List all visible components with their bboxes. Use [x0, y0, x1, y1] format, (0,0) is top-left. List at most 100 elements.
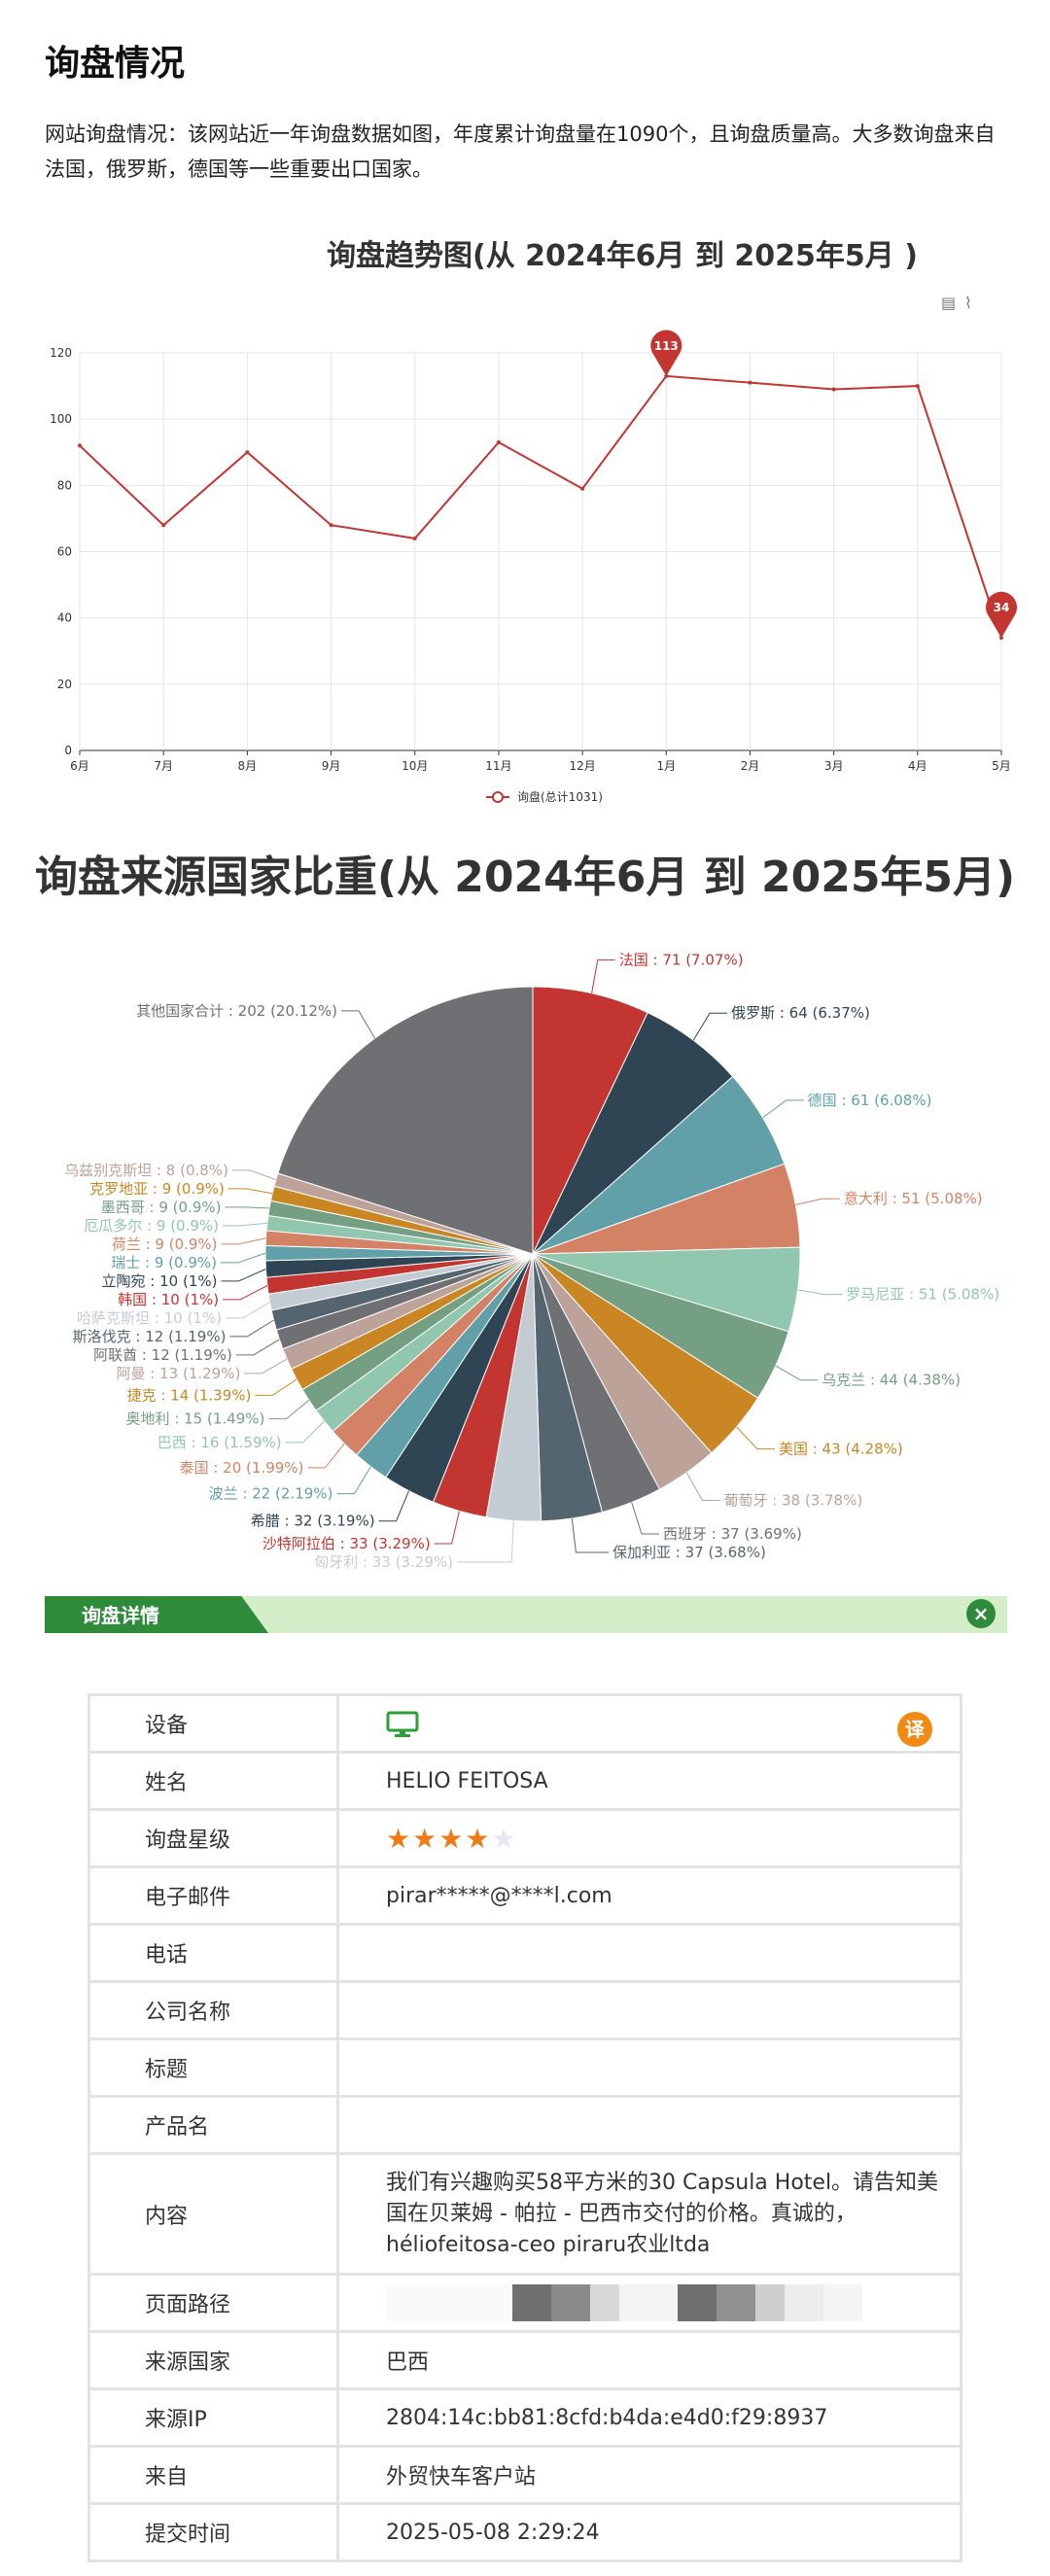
- x-tick-label: 4月: [908, 759, 928, 773]
- table-row: 姓名 HELIO FEITOSA: [88, 1751, 962, 1811]
- pie-slice-label: 希腊 : 32 (3.19%): [251, 1513, 375, 1530]
- phone-value: [336, 1923, 962, 1983]
- star-icon: ★: [438, 1822, 466, 1855]
- company-value: [336, 1980, 962, 2040]
- country-value: 巴西: [336, 2330, 962, 2390]
- pie-slice-label: 韩国 : 10 (1%): [118, 1291, 219, 1308]
- ip-label: 来源IP: [88, 2387, 339, 2448]
- pie-slice-label: 乌克兰 : 44 (4.38%): [822, 1372, 961, 1389]
- pie-label-line: [255, 1378, 298, 1396]
- table-row: 来源IP 2804:14c:bb81:8cfd:b4da:e4d0:f29:89…: [88, 2387, 962, 2448]
- pie-slice-label: 哈萨克斯坦 : 10 (1%): [77, 1309, 222, 1327]
- max-min-marker: 34: [986, 591, 1017, 639]
- subject-value: [336, 2037, 962, 2098]
- country-label: 来源国家: [88, 2330, 339, 2390]
- pie-label-line: [223, 1222, 267, 1227]
- data-point: [329, 523, 333, 528]
- chart-toolbox: ▤ ⌇: [941, 294, 1009, 317]
- pie-slice-label: 巴西 : 16 (1.59%): [158, 1434, 282, 1451]
- data-point: [664, 373, 669, 378]
- y-tick-label: 20: [57, 678, 72, 691]
- email-label: 电子邮件: [88, 1865, 339, 1926]
- pie-label-line: [285, 1420, 325, 1444]
- close-icon[interactable]: ×: [966, 1599, 996, 1628]
- table-row: 电话: [88, 1923, 962, 1983]
- submit-time-value: 2025-05-08 2:29:24: [336, 2502, 962, 2562]
- pie-slice[interactable]: [532, 986, 648, 1255]
- pie-slice-label: 美国 : 43 (4.28%): [779, 1441, 903, 1458]
- pie-slice-label: 克罗地亚 : 9 (0.9%): [89, 1180, 225, 1198]
- legend-label[interactable]: 询盘(总计1031): [517, 789, 603, 804]
- pie-label-line: [307, 1443, 345, 1469]
- translate-icon[interactable]: 译: [897, 1712, 932, 1747]
- star-icon: ★: [412, 1822, 439, 1855]
- pie-label-line: [231, 1169, 277, 1181]
- table-row: 询盘星级 ★★★★★: [88, 1808, 962, 1868]
- table-row: 产品名: [88, 2095, 962, 2155]
- pie-label-line: [434, 1511, 460, 1545]
- series-line: [79, 374, 1002, 639]
- table-row: 标题: [88, 2037, 962, 2098]
- pie-slice[interactable]: [277, 986, 534, 1255]
- ip-value: 2804:14c:bb81:8cfd:b4da:e4d0:f29:8937: [336, 2387, 962, 2448]
- pie-label-line: [268, 1400, 310, 1420]
- pie-slice-label: 沙特阿拉伯 : 33 (3.29%): [262, 1535, 431, 1552]
- x-tick-label: 12月: [569, 759, 595, 773]
- pie-label-line: [571, 1517, 609, 1553]
- data-point: [999, 636, 1003, 641]
- pie-slice-label: 俄罗斯 : 64 (6.37%): [731, 1004, 870, 1022]
- data-point: [78, 443, 82, 448]
- legend-marker-icon: [492, 791, 504, 803]
- pie-label-line: [221, 1252, 266, 1264]
- pie-slice-label: 厄瓜多尔 : 9 (0.9%): [84, 1217, 219, 1235]
- pie-label-line: [797, 1289, 843, 1296]
- content-label: 内容: [88, 2152, 339, 2276]
- pie-label-line: [336, 1466, 371, 1495]
- x-tick-label: 9月: [322, 759, 341, 773]
- pie-slice-label: 西班牙 : 37 (3.69%): [663, 1525, 802, 1543]
- device-label: 设备: [88, 1693, 339, 1754]
- from-value: 外贸快车客户站: [336, 2445, 962, 2505]
- pie-label-line: [244, 1358, 288, 1375]
- pie-label-line: [221, 1237, 266, 1245]
- x-tick-label: 1月: [656, 759, 676, 773]
- from-label: 来自: [88, 2445, 339, 2505]
- pie-label-line: [225, 1302, 270, 1319]
- pie-slice-label: 阿曼 : 13 (1.29%): [117, 1365, 241, 1382]
- pie-label-line: [685, 1472, 720, 1502]
- name-value: HELIO FEITOSA: [336, 1751, 962, 1811]
- pie-label-line: [229, 1319, 274, 1338]
- product-label: 产品名: [88, 2095, 339, 2155]
- email-value: pirar*****@****l.com: [336, 1865, 962, 1926]
- page-title: 询盘情况: [45, 44, 186, 84]
- table-row: 提交时间 2025-05-08 2:29:24: [88, 2502, 962, 2562]
- x-tick-label: 8月: [238, 759, 258, 773]
- x-tick-label: 5月: [992, 759, 1011, 773]
- table-row: 页面路径: [88, 2273, 962, 2333]
- rating-stars: ★★★★★: [336, 1808, 962, 1868]
- line-chart-icon[interactable]: ⌇: [964, 294, 972, 312]
- data-point: [831, 387, 836, 392]
- pie-slice-label: 墨西哥 : 9 (0.9%): [101, 1199, 222, 1216]
- tab-inquiry-detail[interactable]: 询盘详情: [45, 1596, 268, 1633]
- pie-label-line: [223, 1285, 268, 1301]
- phone-label: 电话: [88, 1923, 339, 1983]
- x-tick-label: 10月: [402, 759, 428, 773]
- pie-slice-label: 乌兹别克斯坦 : 8 (0.8%): [64, 1162, 228, 1179]
- pie-label-line: [340, 1010, 375, 1039]
- max-min-marker: 113: [650, 330, 682, 376]
- star-icon: ★: [491, 1822, 518, 1855]
- pie-label-line: [221, 1269, 266, 1282]
- pie-slice-label: 奥地利 : 15 (1.49%): [126, 1410, 265, 1428]
- data-point: [748, 380, 752, 385]
- table-row: 来源国家 巴西: [88, 2330, 962, 2390]
- star-icon: ★: [465, 1822, 492, 1855]
- data-point: [245, 450, 250, 455]
- pie-slice-label: 立陶宛 : 10 (1%): [102, 1272, 218, 1290]
- data-view-icon[interactable]: ▤: [941, 294, 957, 312]
- page-path-value-blurred: [336, 2273, 962, 2333]
- pie-slice-label: 荷兰 : 9 (0.9%): [112, 1236, 218, 1253]
- x-tick-label: 2月: [741, 759, 760, 773]
- page-path-label: 页面路径: [88, 2273, 339, 2333]
- y-tick-label: 60: [57, 545, 72, 559]
